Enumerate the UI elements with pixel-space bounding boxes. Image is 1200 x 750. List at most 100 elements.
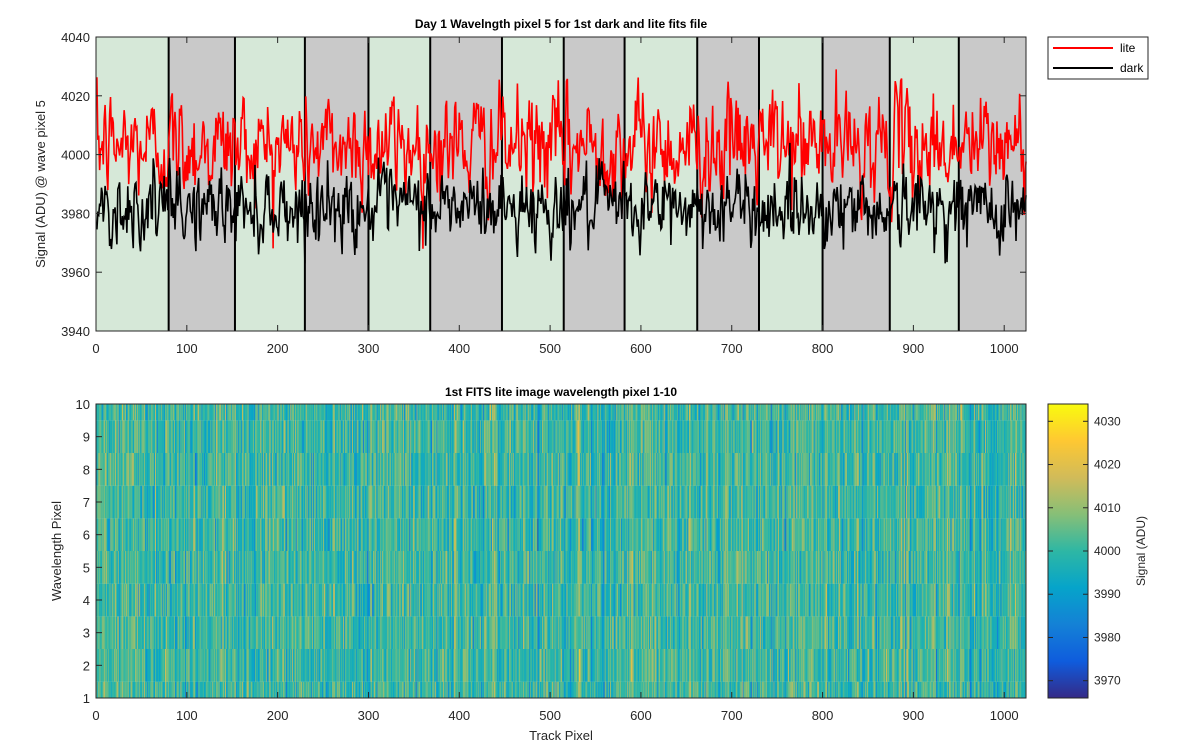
heatmap-cell [768,649,771,682]
heatmap-cell [1019,681,1021,698]
heatmap-cell [779,616,782,649]
heatmap-cell [903,649,905,682]
heatmap-cell [404,681,407,698]
heatmap-cell [877,616,879,649]
heatmap-cell [846,616,848,649]
heatmap-cell [573,681,576,698]
heatmap-cell [590,681,592,698]
heatmap-cell [763,681,765,698]
heatmap-cell [199,616,201,649]
heatmap-cell [580,681,582,698]
heatmap-cell [323,681,325,698]
heatmap-cell [331,583,333,617]
heatmap-cell [728,583,730,617]
heatmap-cell [725,681,727,698]
heatmap-cell [835,616,837,649]
heatmap-cell [716,616,718,649]
heatmap-cell [491,583,494,617]
heatmap-cell [639,616,641,649]
heatmap-cell [654,583,656,617]
heatmap-cell [983,583,985,617]
heatmap-cell [410,616,412,649]
heatmap-cell [570,649,572,682]
heatmap-cell [150,681,152,698]
heatmap-cell [546,681,548,698]
heatmap-cell [244,616,246,649]
heatmap-cell [940,616,942,649]
heatmap-cell [577,616,579,649]
heatmap-cell [941,681,943,698]
heatmap-cell [541,681,544,698]
heatmap-cell [431,649,433,682]
heatmap-cell [480,583,482,617]
heatmap-cell [407,583,409,617]
heatmap-cell [322,681,324,698]
heatmap-cell [792,681,794,698]
heatmap-cell [478,649,480,682]
heatmap-cell [294,616,297,649]
heatmap-cell [720,649,723,682]
heatmap-cell [621,583,624,617]
heatmap-cell [574,649,576,682]
heatmap-cell [275,649,278,682]
heatmap-cell [617,616,619,649]
heatmap-cell [998,616,1001,649]
heatmap-cell [135,616,138,649]
heatmap-cell [658,649,660,682]
heatmap-cell [884,583,886,617]
heatmap-cell [366,616,368,649]
heatmap-cell [625,583,627,617]
heatmap-cell [577,649,579,682]
heatmap-cell [704,681,706,698]
heatmap-cell [591,649,594,682]
heatmap-cell [431,583,433,617]
heatmap-cell [577,681,579,698]
heatmap-cell [479,616,481,649]
heatmap-cell [831,616,833,649]
heatmap-cell [221,681,223,698]
heatmap-cell [726,616,728,649]
heatmap-cell [237,583,239,617]
heatmap-cell [914,616,916,649]
heatmap-cell [601,681,604,698]
heatmap-cell [818,616,821,649]
heatmap-cell [688,649,690,682]
heatmap-cell [886,681,888,698]
heatmap-cell [926,649,928,682]
heatmap-cell [996,681,998,698]
heatmap-cell [832,681,834,698]
heatmap-cell [831,583,833,617]
heatmap-cell [249,616,251,649]
heatmap-cell [645,583,647,617]
heatmap-cell [1002,649,1004,682]
heatmap-cell [827,616,829,649]
heatmap-cell [115,681,117,698]
heatmap-cell [180,649,182,682]
heatmap-cell [918,616,921,649]
heatmap-cell [165,681,168,698]
heatmap-cell [794,649,796,682]
heatmap-cell [659,583,661,617]
heatmap-cell [611,583,614,617]
heatmap-cell [679,681,681,698]
heatmap-cell [965,616,967,649]
heatmap-cell [940,649,942,682]
heatmap-cell [107,616,110,649]
heatmap-cell [227,681,229,698]
heatmap-cell [594,583,596,617]
heatmap-cell [408,681,410,698]
heatmap-cell [441,681,443,698]
heatmap-cell [315,583,318,617]
heatmap-cell [837,583,839,617]
heatmap-cell [648,583,650,617]
heatmap-cell [589,649,591,682]
heatmap-cell [659,681,661,698]
heatmap-cell [986,649,989,682]
heatmap-cell [837,616,839,649]
heatmap-cell [664,583,666,617]
heatmap-cell [306,616,309,649]
heatmap-cell [659,583,662,617]
heatmap-cell [941,616,943,649]
heatmap-cell [926,583,928,617]
heatmap-cell [638,649,640,682]
